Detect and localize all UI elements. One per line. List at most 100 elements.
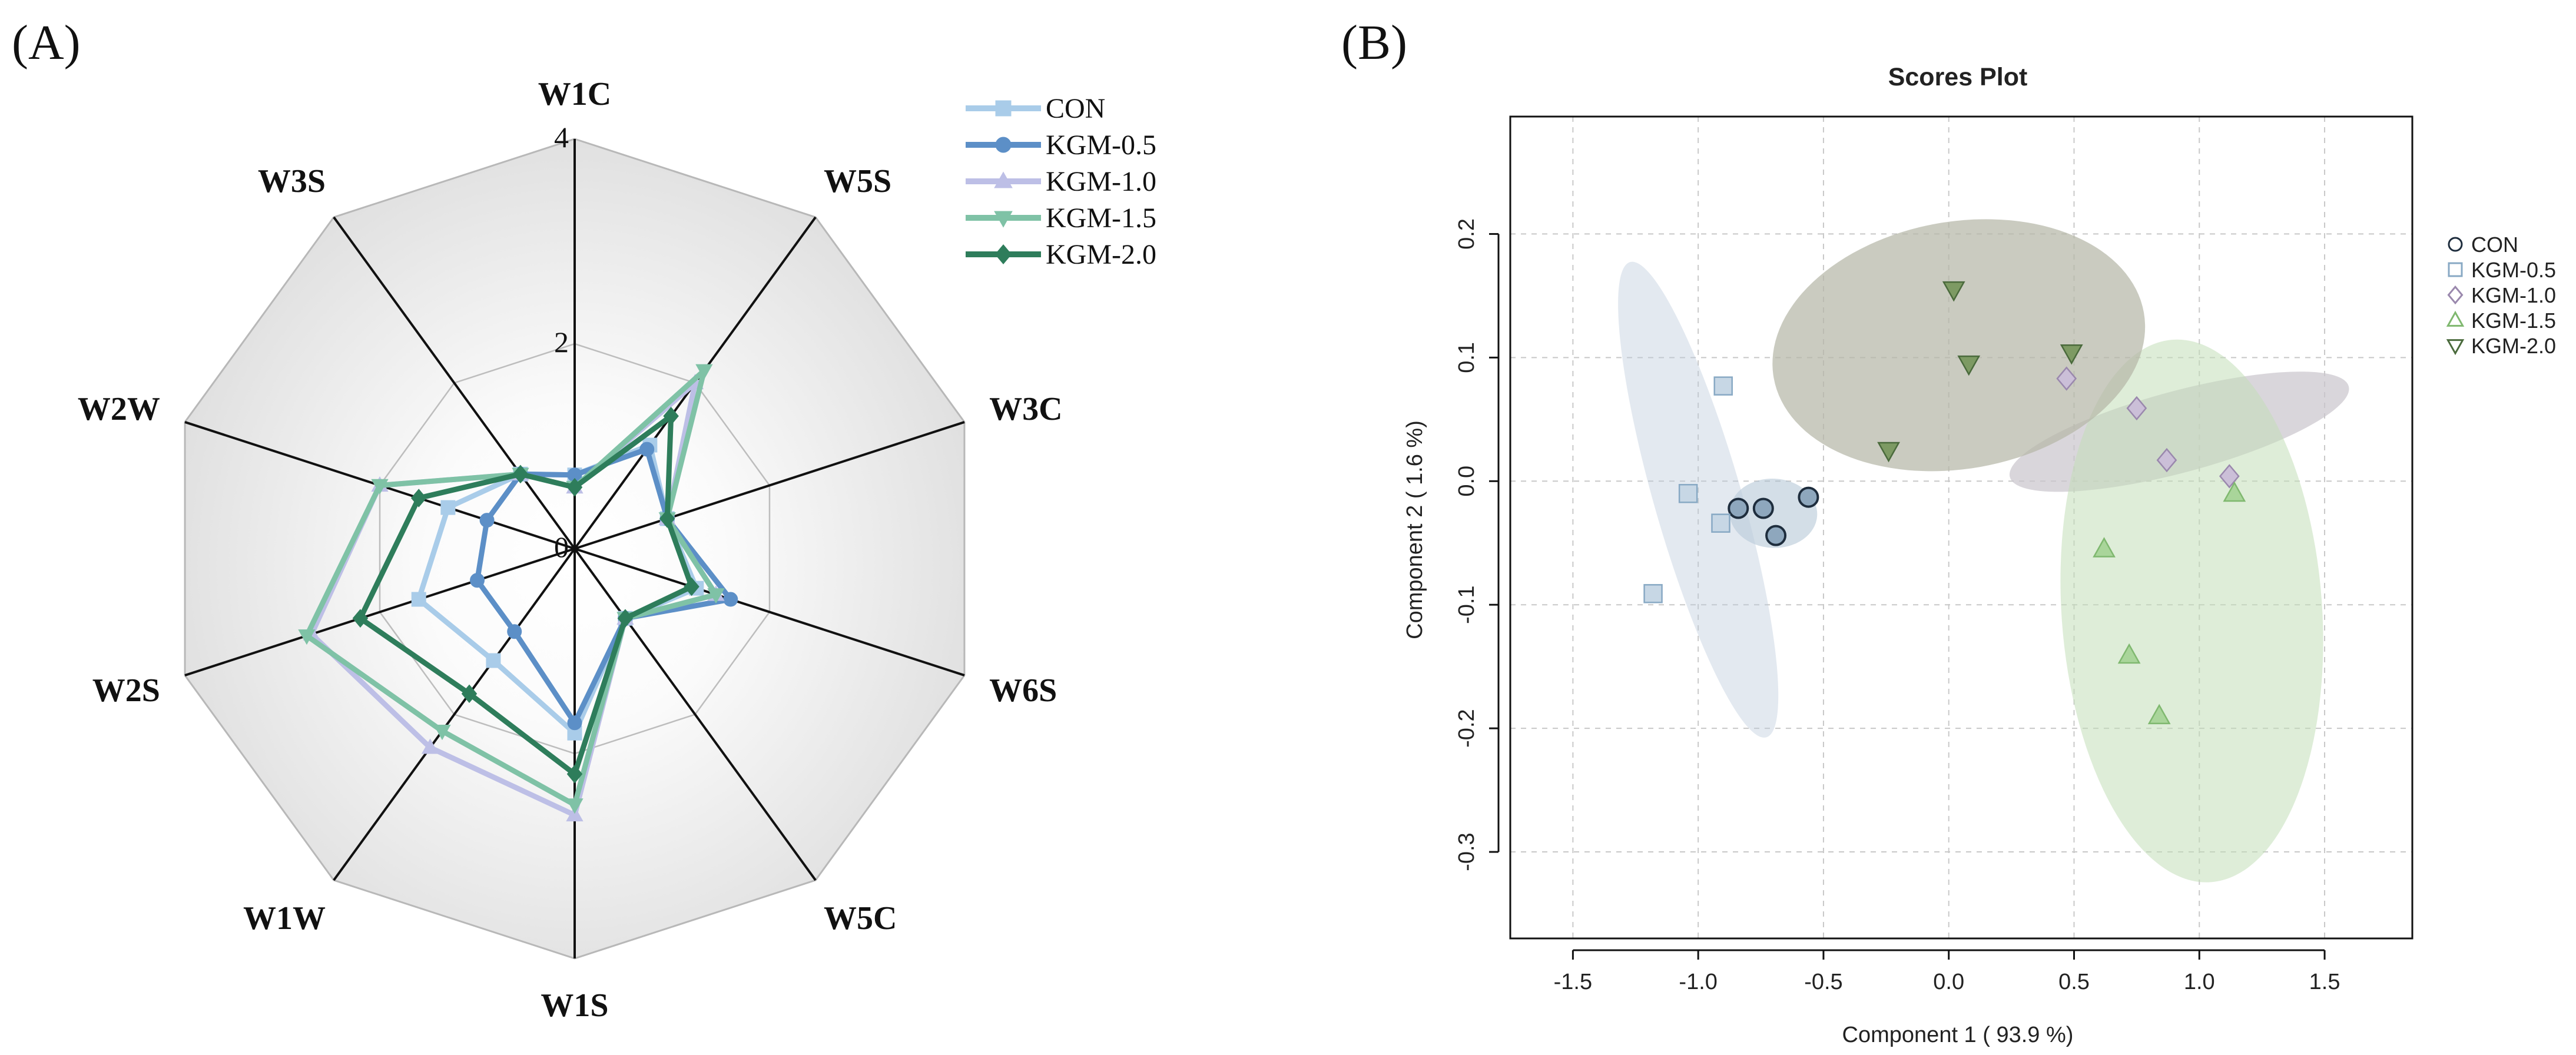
scores-data-point <box>2147 704 2171 725</box>
radar-data-point <box>470 573 485 588</box>
radar-data-point <box>512 465 529 484</box>
confidence-ellipse <box>1618 261 1779 738</box>
scores-xlabel: Component 1 ( 93.9 %) <box>1842 1023 2074 1047</box>
scores-legend-label: KGM-0.5 <box>2471 258 2556 282</box>
radar-legend-label: KGM-1.0 <box>1046 166 1156 197</box>
y-tick-label: -0.2 <box>1454 709 1479 747</box>
radar-legend-label: CON <box>1046 93 1105 124</box>
scores-data-point <box>2223 481 2246 502</box>
scores-legend-label: CON <box>2471 233 2518 257</box>
radar-data-point <box>639 442 655 457</box>
radar-legend-marker <box>995 137 1012 153</box>
radar-axis-line <box>333 548 576 881</box>
radar-axis-label: W2S <box>92 672 160 709</box>
radar-data-point <box>298 629 316 645</box>
scores-legend-marker <box>2446 339 2465 356</box>
radar-data-point <box>566 477 583 497</box>
radar-legend-label: KGM-2.0 <box>1046 239 1156 270</box>
scores-data-point <box>1798 486 1819 508</box>
y-tick-label: -0.3 <box>1454 832 1479 871</box>
radar-axis-label: W1C <box>538 76 611 112</box>
radar-data-point <box>507 624 522 639</box>
radar-data-point <box>461 684 478 704</box>
scores-data-point <box>1711 513 1730 533</box>
scores-data-point <box>2117 643 2141 664</box>
scores-data-point <box>1752 497 1774 519</box>
radar-legend-marker <box>994 211 1013 228</box>
scores-data-point <box>2219 464 2240 489</box>
scores-legend-marker <box>2447 285 2464 305</box>
radar-legend-marker <box>994 244 1012 265</box>
radar-axis-label: W6S <box>989 672 1057 709</box>
scores-legend-label: KGM-1.5 <box>2471 308 2556 333</box>
radar-axis-label: W3C <box>989 391 1062 427</box>
x-tick-label: 1.0 <box>2184 970 2215 994</box>
radar-data-point <box>659 509 675 528</box>
radar-data-point <box>567 715 582 731</box>
scores-data-point <box>2056 366 2077 391</box>
radar-axis-label: W3S <box>258 163 326 200</box>
radar-axis-line <box>184 548 575 676</box>
scores-legend-label: KGM-2.0 <box>2471 334 2556 358</box>
scores-data-point <box>2060 344 2083 365</box>
radar-axis-label: W1S <box>541 987 608 1024</box>
scores-plot-frame <box>1509 115 2413 940</box>
scores-legend-marker <box>2448 262 2463 277</box>
scores-ylabel: Component 2 ( 1.6 %) <box>1403 420 1427 639</box>
y-tick-label: 0.2 <box>1454 218 1479 250</box>
radar-axis-label: W2W <box>78 391 160 427</box>
radar-data-point <box>566 765 583 784</box>
radar-axis-line <box>574 548 965 676</box>
radar-data-point <box>421 738 439 754</box>
x-tick-label: -1.5 <box>1554 970 1592 994</box>
radar-data-point <box>617 609 634 628</box>
x-tick-label: 0.0 <box>1933 970 1964 994</box>
radar-axis-label: W1W <box>243 900 326 937</box>
scores-gridlines <box>1510 117 2412 938</box>
radar-data-point <box>433 724 451 741</box>
radar-data-point <box>371 479 389 495</box>
radar-tick-label: 2 <box>554 326 569 359</box>
radar-data-point <box>440 500 456 515</box>
confidence-ellipses <box>1618 219 2349 883</box>
radar-data-point <box>410 489 427 507</box>
x-tick-label: 0.5 <box>2058 970 2090 994</box>
radar-legend-label: KGM-1.5 <box>1046 203 1156 234</box>
scores-data-point <box>2156 447 2177 473</box>
scores-data-point <box>1942 281 1965 302</box>
radar-data-point <box>352 609 369 628</box>
scores-data-point <box>2126 396 2147 421</box>
scores-data-point <box>1643 584 1663 603</box>
radar-data-point <box>707 588 725 604</box>
confidence-ellipse <box>1772 219 2146 472</box>
radar-legend: CON KGM-0.5 KGM-1.0 KGM-1.5 KGM-2.0 <box>966 93 1156 270</box>
x-tick-label: 1.5 <box>2309 970 2340 994</box>
radar-data-point <box>479 513 495 528</box>
scores-data-point <box>1678 484 1698 503</box>
confidence-ellipse <box>2060 339 2323 883</box>
y-tick-label: 0.1 <box>1454 342 1479 373</box>
radar-tick-label: 0 <box>554 530 569 563</box>
y-tick-label: -0.1 <box>1454 585 1479 623</box>
radar-axis-label: W5C <box>824 900 897 937</box>
radar-data-point <box>486 653 501 668</box>
radar-data-point <box>723 592 738 607</box>
radar-legend-marker <box>994 171 1013 188</box>
x-tick-label: -1.0 <box>1679 970 1717 994</box>
scores-plot: Scores Plot Component 1 ( 93.9 %) Compon… <box>1403 63 2413 1047</box>
radar-tick-label: 4 <box>554 121 569 154</box>
radar-axis-line <box>333 216 576 550</box>
radar-legend-marker <box>995 100 1012 117</box>
scores-data-point <box>1728 497 1749 519</box>
scores-legend-marker <box>2446 310 2465 327</box>
radar-chart: 0 2 4 W1C W5S W3C W6S W5C W1S W1W W2S W2W W3S <box>78 76 1063 1024</box>
scores-data-point <box>1713 376 1733 396</box>
confidence-ellipse <box>1729 479 1818 548</box>
radar-axis-line <box>573 548 817 881</box>
scores-title: Scores Plot <box>1888 63 2028 91</box>
scores-data-point <box>1765 525 1787 546</box>
radar-axis-line <box>574 421 965 550</box>
radar-data-point <box>695 364 713 380</box>
